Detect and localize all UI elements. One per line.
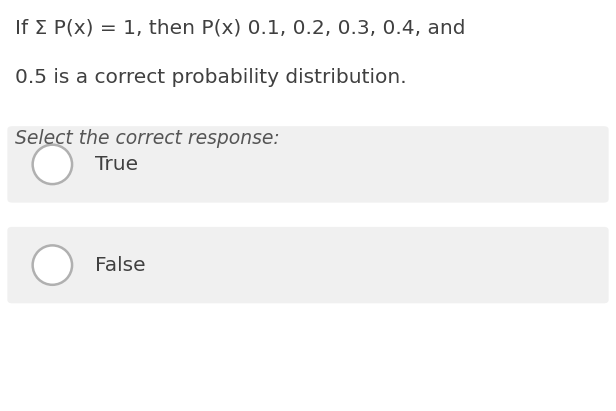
Text: Select the correct response:: Select the correct response: bbox=[15, 129, 280, 148]
Ellipse shape bbox=[33, 145, 72, 184]
FancyBboxPatch shape bbox=[7, 126, 609, 203]
Text: False: False bbox=[95, 256, 146, 275]
Text: If Σ P(x) = 1, then P(x) 0.1, 0.2, 0.3, 0.4, and: If Σ P(x) = 1, then P(x) 0.1, 0.2, 0.3, … bbox=[15, 18, 466, 37]
FancyBboxPatch shape bbox=[7, 227, 609, 303]
Text: 0.5 is a correct probability distribution.: 0.5 is a correct probability distributio… bbox=[15, 68, 407, 87]
Ellipse shape bbox=[33, 245, 72, 285]
Text: True: True bbox=[95, 155, 139, 174]
